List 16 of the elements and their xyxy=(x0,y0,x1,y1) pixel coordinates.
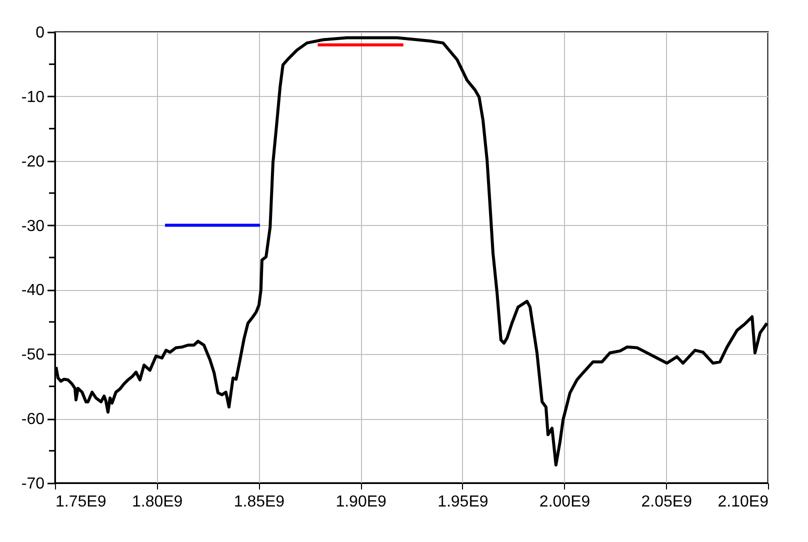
x-tick-label: 1.85E9 xyxy=(234,494,285,510)
x-tick-label: 1.95E9 xyxy=(438,494,488,510)
x-tick-label: 1.75E9 xyxy=(56,494,106,510)
y-tick-label: -40 xyxy=(21,282,45,300)
y-tick-label: -50 xyxy=(21,346,45,364)
y-tick-label: -30 xyxy=(21,218,45,235)
x-tick-label: 1.90E9 xyxy=(336,494,387,510)
x-tick-label: 2.00E9 xyxy=(539,494,590,510)
y-tick-label: -10 xyxy=(21,88,45,106)
x-tick-label: 2.10E9 xyxy=(718,494,769,510)
x-tick-label: 2.05E9 xyxy=(641,494,692,510)
y-tick-label: 0 xyxy=(36,24,45,42)
y-tick-label: -70 xyxy=(21,476,45,492)
y-tick-label: -60 xyxy=(21,411,45,428)
y-tick-label: -20 xyxy=(21,153,45,170)
x-tick-label: 1.80E9 xyxy=(132,494,183,510)
